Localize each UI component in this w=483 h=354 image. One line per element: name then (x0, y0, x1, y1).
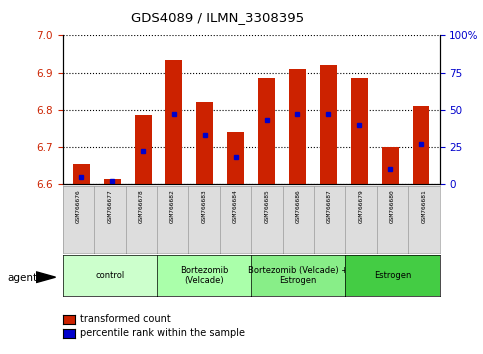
Text: GSM766685: GSM766685 (264, 189, 270, 223)
Bar (197, 102, 213, 184)
Text: GSM766676: GSM766676 (76, 189, 81, 223)
Bar (320, 65, 337, 184)
Text: GDS4089 / ILMN_3308395: GDS4089 / ILMN_3308395 (131, 11, 304, 24)
Text: GSM766678: GSM766678 (139, 189, 144, 223)
Bar (104, 178, 121, 184)
Bar (289, 69, 306, 184)
Text: GSM766680: GSM766680 (390, 189, 395, 223)
Bar (135, 115, 152, 184)
Text: percentile rank within the sample: percentile rank within the sample (80, 329, 245, 338)
Text: GSM766687: GSM766687 (327, 189, 332, 223)
Bar (227, 132, 244, 184)
Text: GSM766681: GSM766681 (421, 189, 426, 223)
Text: GSM766679: GSM766679 (358, 189, 364, 223)
Text: GSM766683: GSM766683 (201, 189, 207, 223)
Bar (73, 164, 90, 184)
Text: GSM766677: GSM766677 (107, 189, 113, 223)
Polygon shape (36, 272, 56, 282)
Text: GSM766686: GSM766686 (296, 189, 301, 223)
Text: GSM766682: GSM766682 (170, 189, 175, 223)
Text: GSM766684: GSM766684 (233, 189, 238, 223)
Text: transformed count: transformed count (80, 314, 170, 324)
Text: control: control (95, 271, 125, 280)
Bar (412, 106, 429, 184)
Bar (382, 147, 398, 184)
Text: Bortezomib (Velcade) +
Estrogen: Bortezomib (Velcade) + Estrogen (248, 266, 348, 285)
Text: Estrogen: Estrogen (374, 271, 411, 280)
Bar (351, 78, 368, 184)
Bar (258, 78, 275, 184)
Text: Bortezomib
(Velcade): Bortezomib (Velcade) (180, 266, 228, 285)
Text: agent: agent (7, 273, 37, 283)
Bar (166, 59, 183, 184)
